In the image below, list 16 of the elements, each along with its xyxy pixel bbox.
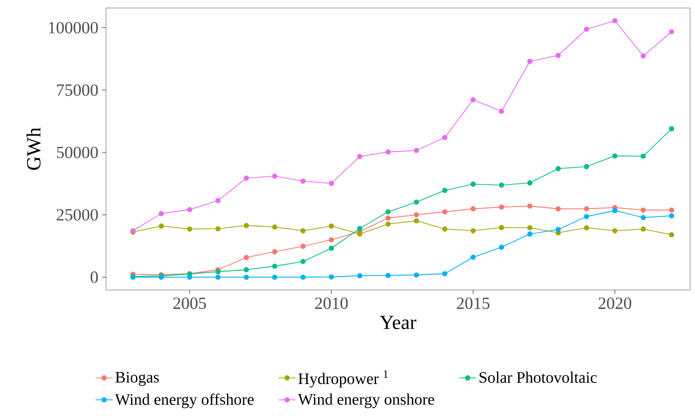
y-axis-title: GWh bbox=[26, 128, 41, 170]
legend-label: Biogas bbox=[115, 372, 159, 386]
legend-label: Solar Photovoltaic bbox=[480, 372, 597, 383]
legend-label: Wind energy offshore bbox=[115, 393, 254, 408]
x-tick-label: 2005 bbox=[173, 298, 206, 309]
x-axis-title: Year bbox=[380, 316, 416, 330]
x-tick-label: 2010 bbox=[315, 298, 348, 309]
y-tick-label: 25000 bbox=[56, 209, 98, 221]
x-tick-label: 2015 bbox=[456, 298, 490, 309]
x-tick-label: 2020 bbox=[598, 298, 632, 309]
y-tick-label: 100000 bbox=[48, 22, 98, 34]
y-tick-label: 75000 bbox=[57, 84, 98, 96]
legend-label: Wind energy onshore bbox=[298, 394, 434, 408]
legend-label: Hydropower $^{1}$ bbox=[298, 370, 388, 388]
y-tick-label: 50000 bbox=[56, 146, 98, 158]
y-tick-label: 0 bbox=[90, 271, 98, 283]
